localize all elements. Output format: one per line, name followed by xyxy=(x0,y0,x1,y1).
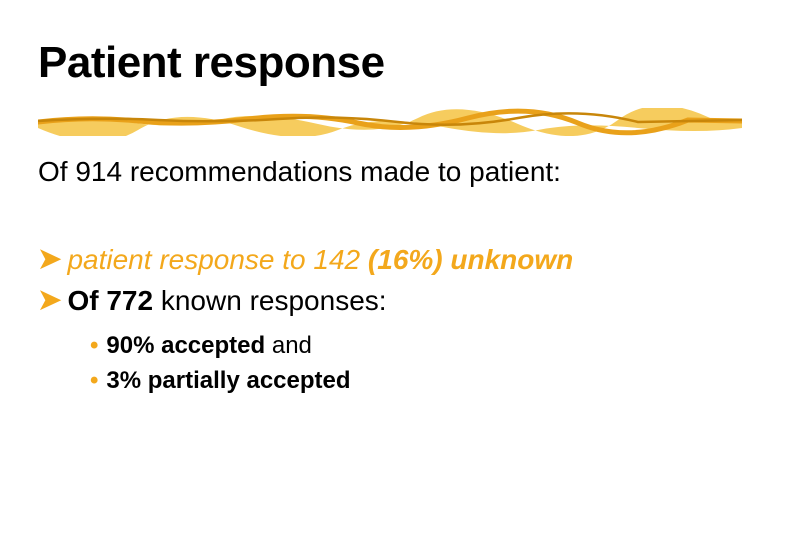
sub-bullet-item: • 90% accepted and xyxy=(90,330,351,361)
bullet-dot-icon: • xyxy=(90,330,98,361)
bullet-bold: Of 772 xyxy=(67,285,153,316)
slide: Patient response Of 914 recommendations … xyxy=(0,0,810,540)
intro-text: Of 914 recommendations made to patient: xyxy=(38,156,561,188)
title-underline xyxy=(38,108,742,136)
arrow-icon: ➤ xyxy=(38,242,61,276)
sub-bullet-bold: 3% partially accepted xyxy=(106,367,350,394)
sub-bullet-rest: and xyxy=(265,332,312,359)
sub-bullet-text: 3% partially accepted xyxy=(106,365,350,396)
arrow-icon: ➤ xyxy=(38,283,61,317)
sub-bullet-item: • 3% partially accepted xyxy=(90,365,351,396)
sub-bullet-list: • 90% accepted and • 3% partially accept… xyxy=(90,330,351,400)
slide-title: Patient response xyxy=(38,38,385,88)
bullet-rest: known responses: xyxy=(153,285,386,316)
bullet-prefix: patient response to 142 xyxy=(67,244,367,275)
bullet-item: ➤ patient response to 142 (16%) unknown xyxy=(38,242,758,277)
bullet-text: Of 772 known responses: xyxy=(67,283,386,318)
brush-underline-icon xyxy=(38,108,742,136)
bullet-item: ➤ Of 772 known responses: xyxy=(38,283,758,318)
sub-bullet-bold: 90% accepted xyxy=(106,332,265,359)
bullet-emphasis: (16%) unknown xyxy=(368,244,573,275)
main-bullet-list: ➤ patient response to 142 (16%) unknown … xyxy=(38,242,758,324)
bullet-dot-icon: • xyxy=(90,365,98,396)
sub-bullet-text: 90% accepted and xyxy=(106,330,311,361)
bullet-text: patient response to 142 (16%) unknown xyxy=(67,242,573,277)
